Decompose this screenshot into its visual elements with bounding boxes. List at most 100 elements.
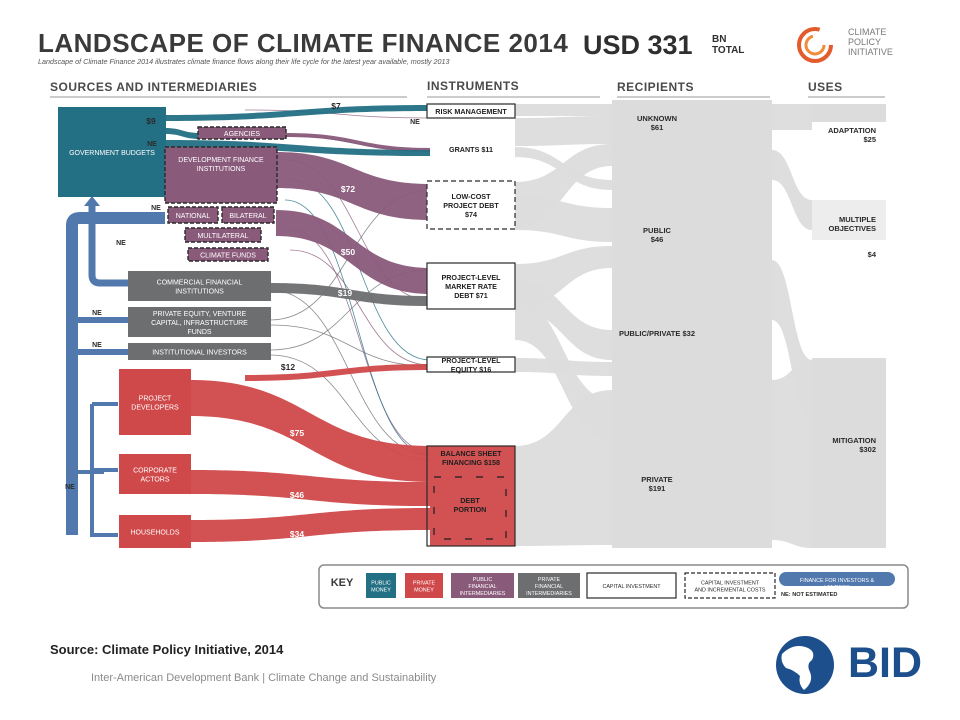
source-box-commercial: [128, 271, 271, 301]
key-label: PRIVATE FINANCIAL INTERMEDIARIES: [526, 577, 572, 597]
key-swatch: [405, 573, 443, 598]
bid-logo-text: BID: [848, 639, 923, 687]
flow-dfi-market: [276, 210, 430, 294]
use-label-multiple: MULTIPLE OBJECTIVES: [828, 215, 876, 233]
recipient-label-private: PRIVATE $191: [641, 475, 672, 493]
key-label: CAPITAL INVESTMENT: [602, 584, 661, 590]
thin-flow-line: [289, 249, 431, 366]
source-label-national: NATIONAL: [176, 213, 211, 220]
flow-gov-grants: [165, 140, 430, 156]
source-box-institutional: [128, 343, 271, 360]
footer-text: Inter-American Development Bank | Climat…: [91, 672, 437, 684]
source-note: Source: Climate Policy Initiative, 2014: [50, 642, 284, 657]
key-swatch: [684, 572, 776, 599]
source-label-project_dev: PROJECT DEVELOPERS: [131, 396, 179, 412]
source-box-multilateral: [184, 227, 262, 243]
key-label: CAPITAL INVESTMENT AND INCREMENTAL COSTS: [695, 581, 766, 594]
flow-value-label: $34: [290, 529, 304, 539]
instrument-label-risk: RISK MANAGEMENT: [435, 107, 507, 116]
thin-flow-line: [284, 199, 431, 456]
flow-dfi-lowcost: [276, 152, 430, 220]
instrument-label-balance: BALANCE SHEET FINANCING $158: [440, 449, 502, 467]
use-label-adaptation: ADAPTATION $25: [828, 126, 876, 144]
source-box-gov: [58, 107, 166, 197]
flow-pd-balance: [190, 380, 430, 482]
key-swatch: [779, 572, 895, 586]
source-box-corporate: [119, 454, 191, 494]
source-label-dfi: DEVELOPMENT FINANCE INSTITUTIONS: [178, 157, 264, 173]
source-box-climate_funds: [187, 247, 269, 262]
ne-label: NE: [147, 141, 157, 148]
source-label-climate_funds: CLIMATE FUNDS: [200, 253, 256, 260]
flow-commercial-market: [270, 283, 430, 306]
header-sources: SOURCES AND INTERMEDIARIES: [50, 80, 258, 94]
ne-label: NE: [116, 240, 126, 247]
thin-flow-line: [269, 324, 431, 367]
total-unit: BN TOTAL: [712, 34, 745, 56]
header-recipients: RECIPIENTS: [617, 80, 695, 94]
source-label-institutional: INSTITUTIONAL INVESTORS: [152, 350, 247, 357]
source-box-agencies: [197, 126, 287, 140]
instrument-label-grants: GRANTS $11: [449, 145, 493, 154]
instrument-box-market: [426, 262, 516, 310]
flow-gov-7: [165, 105, 430, 121]
ne-to-commercial: [88, 240, 128, 287]
flow-grants-unknown: [515, 116, 612, 146]
total-amount: USD 331: [583, 30, 693, 60]
flow-value-label: $46: [290, 490, 304, 500]
flow-value-label: $9: [146, 116, 156, 126]
flow-corp-balance: [190, 470, 430, 506]
ne-label: NE: [92, 310, 102, 317]
key-label: FINANCE FOR INVESTORS & LENDERS: [800, 578, 875, 591]
flow-value-label: $7: [331, 101, 341, 111]
instrument-label-market: PROJECT-LEVEL MARKET RATE DEBT $71: [441, 273, 501, 300]
flow-value-label: $19: [338, 288, 352, 298]
flow-private-to-mitigation: [772, 360, 812, 548]
use-adaptation-bar: [812, 104, 886, 122]
source-label-multilateral: MULTILATERAL: [197, 233, 248, 240]
subtitle: Landscape of Climate Finance 2014 illust…: [38, 57, 450, 66]
key-swatch: [451, 573, 514, 598]
key-label: PUBLIC MONEY: [371, 581, 391, 594]
instrument-box-risk: [426, 103, 516, 119]
source-label-bilateral: BILATERAL: [229, 213, 266, 220]
flow-market-pubpriv: [515, 280, 612, 360]
flow-gov-agencies: [165, 128, 200, 139]
debt-portion-box: [433, 476, 507, 540]
recipients-band: [612, 100, 772, 548]
flow-lowcost-public: [515, 196, 612, 242]
source-box-households: [119, 515, 191, 548]
source-box-pe: [128, 307, 271, 337]
recipient-label-pubpriv: PUBLIC/PRIVATE $32: [619, 329, 695, 338]
instrument-label-equity: PROJECT-LEVEL EQUITY $16: [441, 356, 501, 374]
ne-label: NE: [151, 205, 161, 212]
source-label-gov: GOVERNMENT BUDGETS: [69, 150, 155, 157]
use-label-mitigation: MITIGATION $302: [832, 436, 876, 454]
cpi-logo-text: CLIMATE POLICY INITIATIVE: [848, 27, 893, 57]
flow-to-multiple: [772, 150, 812, 230]
thin-flow-line: [244, 109, 431, 119]
flow-to-adaptation: [772, 104, 812, 130]
flow-market-private: [515, 300, 612, 440]
source-label-pe: PRIVATE EQUITY, VENTURE CAPITAL, INFRASTR…: [151, 311, 248, 336]
flow-hh-balance: [190, 508, 430, 542]
cpi-logo-icon: [797, 27, 833, 63]
recipient-label-public: PUBLIC $46: [643, 226, 672, 244]
use-label-multiple-value: $4: [868, 250, 877, 259]
ne-to-private: [66, 402, 118, 537]
arrowhead-icon: [84, 196, 100, 206]
source-label-corporate: CORPORATE ACTORS: [133, 468, 177, 484]
use-mitigation-bar: [812, 358, 886, 548]
instrument-label-lowcost: LOW-COST PROJECT DEBT $74: [443, 192, 499, 219]
key-swatch: [366, 573, 396, 598]
key-swatch: [518, 573, 580, 598]
bid-globe-icon: [776, 636, 834, 694]
ne-label: NE: [410, 119, 420, 126]
use-multiple-bar: [812, 200, 886, 240]
instrument-box-equity: [426, 356, 516, 373]
instrument-box-lowcost: [426, 180, 516, 230]
flow-value-label: $12: [281, 362, 295, 372]
recipient-label-unknown: UNKNOWN $61: [637, 114, 677, 132]
source-label-commercial: COMMERCIAL FINANCIAL INSTITUTIONS: [157, 280, 243, 296]
